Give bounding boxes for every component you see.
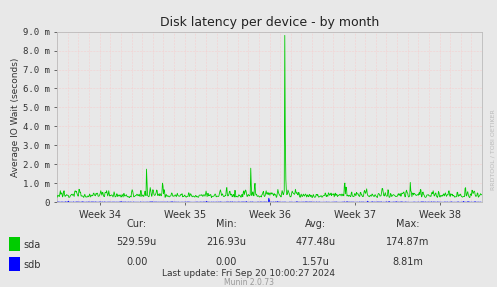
Text: 477.48u: 477.48u <box>296 236 335 247</box>
Text: 0.00: 0.00 <box>126 257 148 267</box>
Text: 529.59u: 529.59u <box>117 236 157 247</box>
Text: RRDTOOL / TOBI OETIKER: RRDTOOL / TOBI OETIKER <box>491 109 496 190</box>
Text: Last update: Fri Sep 20 10:00:27 2024: Last update: Fri Sep 20 10:00:27 2024 <box>162 269 335 278</box>
Text: ▲: ▲ <box>0 286 1 287</box>
Text: Max:: Max: <box>396 219 419 229</box>
Y-axis label: Average IO Wait (seconds): Average IO Wait (seconds) <box>11 57 20 177</box>
Text: Munin 2.0.73: Munin 2.0.73 <box>224 278 273 287</box>
Text: sda: sda <box>24 240 41 249</box>
Text: Cur:: Cur: <box>127 219 147 229</box>
Text: 1.57u: 1.57u <box>302 257 330 267</box>
Text: 0.00: 0.00 <box>215 257 237 267</box>
Text: ▶: ▶ <box>0 286 1 287</box>
Text: Avg:: Avg: <box>305 219 326 229</box>
Text: sdb: sdb <box>24 260 41 269</box>
Text: 174.87m: 174.87m <box>386 236 429 247</box>
Text: 216.93u: 216.93u <box>206 236 246 247</box>
Text: 8.81m: 8.81m <box>392 257 423 267</box>
Text: Min:: Min: <box>216 219 237 229</box>
Title: Disk latency per device - by month: Disk latency per device - by month <box>160 16 379 29</box>
